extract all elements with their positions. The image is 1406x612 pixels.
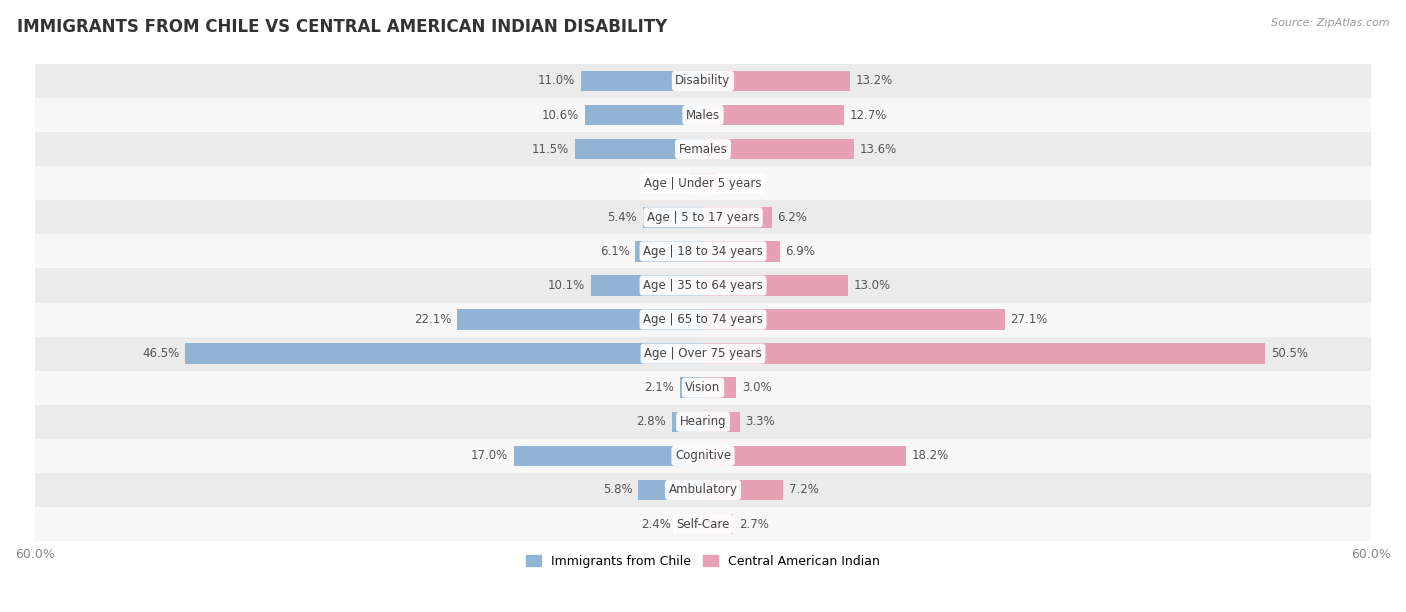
- Bar: [638, 480, 703, 500]
- Bar: [35, 166, 1371, 200]
- Text: 6.2%: 6.2%: [778, 211, 807, 224]
- Bar: [643, 207, 703, 228]
- Bar: [186, 343, 703, 364]
- Bar: [35, 98, 1371, 132]
- Text: 13.6%: 13.6%: [860, 143, 897, 155]
- Text: 5.8%: 5.8%: [603, 483, 633, 496]
- Text: 2.4%: 2.4%: [641, 518, 671, 531]
- Bar: [35, 405, 1371, 439]
- Text: 11.0%: 11.0%: [537, 75, 575, 88]
- Bar: [35, 302, 1371, 337]
- Text: Source: ZipAtlas.com: Source: ZipAtlas.com: [1271, 18, 1389, 28]
- Text: 7.2%: 7.2%: [789, 483, 818, 496]
- Bar: [35, 473, 1371, 507]
- Text: Age | 65 to 74 years: Age | 65 to 74 years: [643, 313, 763, 326]
- Bar: [35, 371, 1371, 405]
- Text: 13.2%: 13.2%: [855, 75, 893, 88]
- Text: 6.1%: 6.1%: [599, 245, 630, 258]
- Bar: [35, 439, 1371, 473]
- Bar: [35, 507, 1371, 541]
- Bar: [703, 411, 740, 432]
- Text: Self-Care: Self-Care: [676, 518, 730, 531]
- Text: 22.1%: 22.1%: [413, 313, 451, 326]
- Bar: [35, 269, 1371, 302]
- Bar: [35, 200, 1371, 234]
- Bar: [703, 105, 845, 125]
- Bar: [703, 207, 772, 228]
- Legend: Immigrants from Chile, Central American Indian: Immigrants from Chile, Central American …: [520, 550, 886, 573]
- Text: Ambulatory: Ambulatory: [668, 483, 738, 496]
- Bar: [703, 446, 905, 466]
- Bar: [703, 480, 783, 500]
- Bar: [689, 173, 703, 193]
- Bar: [35, 337, 1371, 371]
- Text: Age | 18 to 34 years: Age | 18 to 34 years: [643, 245, 763, 258]
- Bar: [703, 173, 717, 193]
- Text: Vision: Vision: [685, 381, 721, 394]
- Text: 11.5%: 11.5%: [531, 143, 569, 155]
- Text: 1.3%: 1.3%: [723, 177, 752, 190]
- Bar: [703, 241, 780, 261]
- Text: 10.6%: 10.6%: [543, 108, 579, 122]
- Bar: [591, 275, 703, 296]
- Bar: [679, 378, 703, 398]
- Bar: [636, 241, 703, 261]
- Text: Age | 5 to 17 years: Age | 5 to 17 years: [647, 211, 759, 224]
- Bar: [585, 105, 703, 125]
- Text: Females: Females: [679, 143, 727, 155]
- Bar: [703, 343, 1265, 364]
- Bar: [581, 71, 703, 91]
- Text: Males: Males: [686, 108, 720, 122]
- Bar: [513, 446, 703, 466]
- Text: 12.7%: 12.7%: [851, 108, 887, 122]
- Bar: [703, 275, 848, 296]
- Bar: [35, 64, 1371, 98]
- Text: 10.1%: 10.1%: [548, 279, 585, 292]
- Bar: [457, 309, 703, 330]
- Bar: [703, 139, 855, 159]
- Text: 2.8%: 2.8%: [637, 416, 666, 428]
- Text: Hearing: Hearing: [679, 416, 727, 428]
- Bar: [35, 132, 1371, 166]
- Text: 18.2%: 18.2%: [911, 449, 949, 463]
- Bar: [703, 309, 1005, 330]
- Text: Age | 35 to 64 years: Age | 35 to 64 years: [643, 279, 763, 292]
- Text: 46.5%: 46.5%: [142, 347, 180, 360]
- Text: 5.4%: 5.4%: [607, 211, 637, 224]
- Bar: [35, 234, 1371, 269]
- Bar: [703, 71, 851, 91]
- Bar: [672, 411, 703, 432]
- Bar: [575, 139, 703, 159]
- Text: Age | Over 75 years: Age | Over 75 years: [644, 347, 762, 360]
- Text: 2.1%: 2.1%: [644, 381, 673, 394]
- Bar: [676, 514, 703, 534]
- Text: 3.3%: 3.3%: [745, 416, 775, 428]
- Text: IMMIGRANTS FROM CHILE VS CENTRAL AMERICAN INDIAN DISABILITY: IMMIGRANTS FROM CHILE VS CENTRAL AMERICA…: [17, 18, 666, 36]
- Bar: [703, 514, 733, 534]
- Text: 2.7%: 2.7%: [738, 518, 769, 531]
- Text: 50.5%: 50.5%: [1271, 347, 1308, 360]
- Text: Cognitive: Cognitive: [675, 449, 731, 463]
- Text: 17.0%: 17.0%: [471, 449, 508, 463]
- Text: 1.3%: 1.3%: [654, 177, 683, 190]
- Text: 6.9%: 6.9%: [786, 245, 815, 258]
- Text: Age | Under 5 years: Age | Under 5 years: [644, 177, 762, 190]
- Bar: [703, 378, 737, 398]
- Text: 3.0%: 3.0%: [742, 381, 772, 394]
- Text: 27.1%: 27.1%: [1011, 313, 1047, 326]
- Text: Disability: Disability: [675, 75, 731, 88]
- Text: 13.0%: 13.0%: [853, 279, 890, 292]
